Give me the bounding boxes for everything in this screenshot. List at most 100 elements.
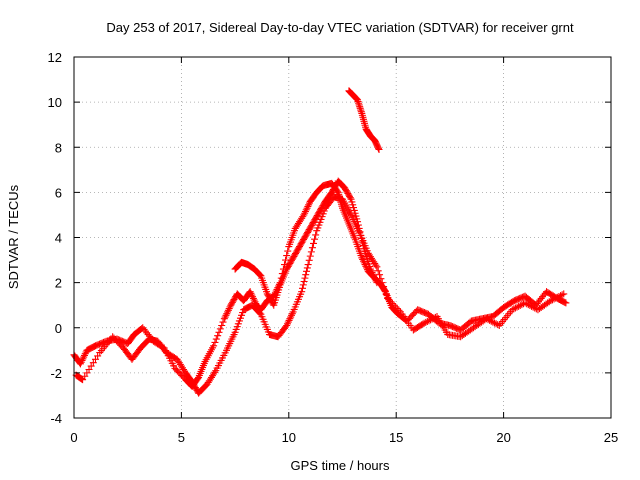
- data-point: [222, 311, 230, 319]
- data-point: [79, 355, 87, 363]
- data-point: [548, 296, 556, 304]
- data-point: [283, 252, 291, 260]
- data-point: [305, 201, 313, 209]
- data-point: [372, 261, 380, 269]
- data-point: [387, 298, 395, 306]
- data-point: [354, 218, 362, 226]
- data-point: [384, 294, 392, 302]
- x-tick-label: 10: [282, 430, 296, 445]
- data-point: [521, 299, 529, 307]
- data-point: [529, 303, 537, 311]
- y-tick-label: 6: [55, 185, 62, 200]
- data-point: [247, 289, 255, 297]
- data-point: [210, 342, 218, 350]
- data-point: [284, 247, 292, 255]
- data-point: [484, 316, 492, 324]
- data-point: [221, 313, 229, 321]
- data-point: [346, 194, 354, 202]
- y-axis-label: SDTVAR / TECUs: [6, 184, 21, 289]
- data-point: [211, 368, 219, 376]
- series-track-C: [231, 177, 381, 309]
- data-point: [303, 267, 311, 275]
- data-point: [490, 319, 498, 327]
- data-point: [355, 224, 363, 232]
- data-point: [303, 264, 311, 272]
- data-point: [359, 255, 367, 263]
- data-point: [215, 328, 223, 336]
- data-point: [301, 209, 309, 217]
- data-point: [369, 270, 377, 278]
- x-tick-label: 20: [496, 430, 510, 445]
- y-tick-label: 8: [55, 140, 62, 155]
- y-tick-label: 10: [48, 95, 62, 110]
- data-point: [368, 268, 376, 276]
- data-point: [298, 288, 306, 296]
- data-point: [423, 318, 431, 326]
- data-point: [561, 298, 569, 306]
- data-point: [431, 313, 439, 321]
- axis-ticks: [73, 56, 612, 419]
- y-tick-label: 4: [55, 231, 62, 246]
- data-point: [366, 265, 374, 273]
- data-point: [422, 318, 430, 326]
- data-point: [304, 261, 312, 269]
- data-point: [302, 206, 310, 214]
- x-tick-label: 15: [389, 430, 403, 445]
- data-point: [77, 375, 85, 383]
- data-point: [380, 283, 388, 291]
- data-point: [359, 241, 367, 249]
- data-point: [286, 315, 294, 323]
- data-point: [303, 204, 311, 212]
- data-point: [428, 315, 436, 323]
- data-point: [218, 321, 226, 329]
- data-point: [308, 244, 316, 252]
- data-point: [211, 338, 219, 346]
- data-point: [212, 335, 220, 343]
- data-point: [390, 301, 398, 309]
- data-point: [77, 358, 85, 366]
- data-point: [354, 221, 362, 229]
- data-point: [224, 306, 232, 314]
- data-point: [225, 305, 233, 313]
- data-point: [304, 202, 312, 210]
- data-point: [560, 290, 568, 298]
- data-point: [78, 356, 86, 364]
- data-point: [255, 270, 263, 278]
- data-point: [80, 353, 88, 361]
- data-point: [360, 259, 368, 267]
- data-point: [311, 235, 319, 243]
- data-point: [305, 256, 313, 264]
- y-tick-labels: -4 -2 0 2 4 6 8 10 12: [48, 50, 62, 426]
- data-point: [531, 304, 539, 312]
- data-point: [284, 318, 292, 326]
- data-point: [376, 271, 384, 279]
- data-point: [361, 261, 369, 269]
- y-tick-label: 12: [48, 50, 62, 65]
- x-tick-label: 0: [70, 430, 77, 445]
- data-point: [250, 296, 258, 304]
- data-point: [358, 238, 366, 246]
- x-tick-label: 25: [604, 430, 618, 445]
- data-point: [283, 320, 291, 328]
- x-axis-label: GPS time / hours: [291, 458, 390, 473]
- data-point: [393, 305, 401, 313]
- data-point: [312, 231, 320, 239]
- data-point: [81, 350, 89, 358]
- data-point: [513, 303, 521, 311]
- data-point: [301, 208, 309, 216]
- data-point: [370, 274, 378, 282]
- data-point: [358, 254, 366, 262]
- data-point: [370, 272, 378, 280]
- data-point: [528, 302, 536, 310]
- data-point: [547, 297, 555, 305]
- data-point: [269, 300, 277, 308]
- data-point: [194, 375, 202, 383]
- data-point: [430, 314, 438, 322]
- data-point: [374, 267, 382, 275]
- data-points: [70, 87, 570, 397]
- data-point: [562, 299, 570, 307]
- data-point: [282, 256, 290, 264]
- data-point: [482, 315, 490, 323]
- data-point: [395, 306, 403, 314]
- data-point: [288, 310, 296, 318]
